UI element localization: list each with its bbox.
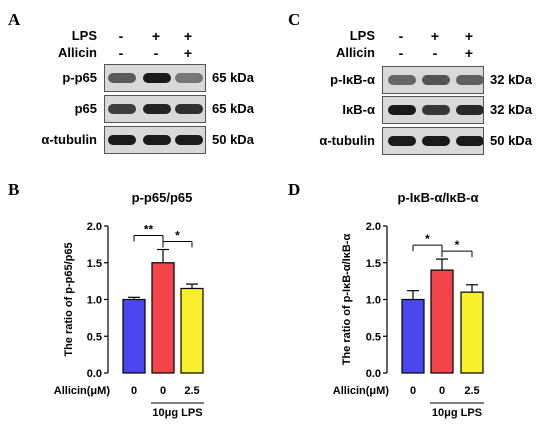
treatment-sign: - xyxy=(398,28,404,44)
blot-label: α-tubulin xyxy=(41,132,97,147)
blot-label: IκB-α xyxy=(342,102,375,117)
treatment-sign: + xyxy=(183,45,193,61)
y-tick-label: 0.0 xyxy=(87,368,102,380)
treatment-sign: - xyxy=(118,28,124,44)
blot-band xyxy=(143,73,171,83)
blot-band xyxy=(388,136,416,146)
treatment-sign: + xyxy=(183,28,193,44)
blot-image xyxy=(104,95,206,123)
y-tick-label: 1.5 xyxy=(366,258,381,270)
treatment-sign: + xyxy=(430,28,440,44)
y-tick-label: 0.0 xyxy=(366,368,381,380)
y-tick-label: 2.0 xyxy=(366,221,381,233)
category-label: 0 xyxy=(160,385,166,397)
blot-band xyxy=(108,73,136,83)
blot-band xyxy=(175,135,203,145)
treatment-sign: - xyxy=(118,45,124,61)
bar xyxy=(180,287,204,374)
blot-band xyxy=(388,105,416,115)
category-label: 2.5 xyxy=(184,385,199,397)
y-tick-label: 1.5 xyxy=(87,258,102,270)
blot-label: α-tubulin xyxy=(319,133,375,148)
y-tick-label: 0.5 xyxy=(87,331,102,343)
treatment-sign: + xyxy=(151,28,161,44)
category-label: 0 xyxy=(410,385,416,397)
blot-band xyxy=(456,75,483,85)
panel-letter-c: C xyxy=(288,10,301,29)
bar xyxy=(122,298,146,374)
chart-title: p-IκB-α/IκB-α xyxy=(397,190,478,205)
y-axis-label: The ratio of p-p65/p65 xyxy=(63,242,75,356)
bar xyxy=(401,298,425,374)
bar xyxy=(460,291,484,374)
blot-band xyxy=(422,75,450,85)
blot-band xyxy=(388,75,416,85)
blot-band xyxy=(422,136,450,146)
treatment-sign: + xyxy=(464,28,474,44)
molecular-weight-label: 65 kDa xyxy=(212,70,254,85)
treatment-sign: - xyxy=(398,45,404,61)
blot-band xyxy=(108,135,136,145)
group-label: 10μg LPS xyxy=(152,407,202,419)
blot-label: p65 xyxy=(74,101,97,116)
molecular-weight-label: 32 kDa xyxy=(490,72,532,87)
molecular-weight-label: 50 kDa xyxy=(490,133,532,148)
blot-image xyxy=(382,66,484,94)
blot-band xyxy=(143,135,171,145)
treatment-sign: - xyxy=(432,45,438,61)
treatment-sign: - xyxy=(153,45,159,61)
significance-mark: * xyxy=(175,229,180,243)
blot-band xyxy=(456,136,483,146)
significance-mark: ** xyxy=(144,223,154,237)
y-tick-label: 2.0 xyxy=(87,221,102,233)
treatment-label: LPS xyxy=(349,28,375,43)
blot-image xyxy=(104,126,206,154)
x-axis-label: Allicin(μM) xyxy=(54,385,111,397)
treatment-label: LPS xyxy=(71,28,97,43)
blot-image xyxy=(104,64,206,92)
panel-letter-a: A xyxy=(8,10,21,29)
molecular-weight-label: 32 kDa xyxy=(490,102,532,117)
y-tick-label: 1.0 xyxy=(87,295,102,307)
y-tick-label: 0.5 xyxy=(366,331,381,343)
blot-image xyxy=(382,127,484,155)
significance-mark: * xyxy=(455,238,460,252)
x-axis-label: Allicin(μM) xyxy=(333,385,390,397)
category-label: 0 xyxy=(439,385,445,397)
blot-band xyxy=(143,104,171,114)
chart-title: p-p65/p65 xyxy=(132,190,193,205)
molecular-weight-label: 50 kDa xyxy=(212,132,254,147)
blot-band xyxy=(456,105,483,115)
blot-label: p-p65 xyxy=(62,70,97,85)
y-tick-label: 1.0 xyxy=(366,295,381,307)
blot-band xyxy=(175,73,203,83)
category-label: 0 xyxy=(131,385,137,397)
blot-band xyxy=(422,105,450,115)
blot-band xyxy=(108,104,136,114)
bar xyxy=(151,262,175,374)
significance-mark: * xyxy=(425,232,430,246)
y-axis-label: The ratio of p-IκB-α/IκB-α xyxy=(341,234,353,366)
blot-label: p-IκB-α xyxy=(330,72,375,87)
panel-letter-b: B xyxy=(8,180,20,199)
category-label: 2.5 xyxy=(464,385,479,397)
treatment-sign: + xyxy=(464,45,474,61)
treatment-label: Allicin xyxy=(57,45,97,60)
bar xyxy=(430,269,454,374)
panel-letter-d: D xyxy=(288,180,301,199)
blot-band xyxy=(175,104,203,114)
group-label: 10μg LPS xyxy=(432,407,482,419)
treatment-label: Allicin xyxy=(335,45,375,60)
blot-image xyxy=(382,96,484,124)
molecular-weight-label: 65 kDa xyxy=(212,101,254,116)
